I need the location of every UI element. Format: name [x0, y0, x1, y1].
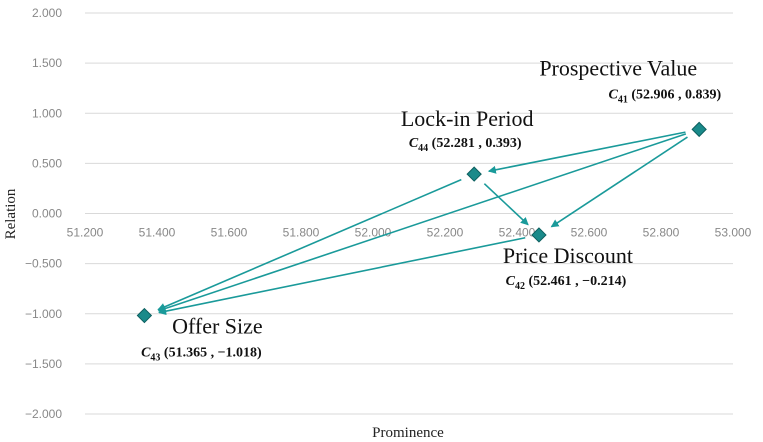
x-tick-label: 52.400	[499, 226, 536, 240]
x-tick-label: 51.200	[67, 226, 104, 240]
y-axis-title: Relation	[3, 188, 19, 239]
point-marker-c41	[691, 121, 707, 138]
data-points	[136, 121, 707, 324]
relation-arrows	[157, 131, 688, 316]
x-tick-label: 52.000	[355, 226, 392, 240]
point-name-c43: Offer Size	[172, 314, 263, 339]
x-tick-label: 52.200	[427, 226, 464, 240]
y-tick-label: 1.000	[32, 106, 62, 120]
y-tick-label: 0.500	[32, 156, 62, 170]
point-name-c44: Lock-in Period	[401, 106, 534, 131]
relation-arrow	[487, 131, 686, 174]
point-name-c42: Price Discount	[503, 243, 633, 268]
point-labels: Prospective Value C41 (52.906 , 0.839) Loc…	[141, 55, 721, 363]
y-tick-label: −1.000	[25, 307, 62, 321]
point-coords-c41: C41 (52.906 , 0.839)	[608, 87, 721, 105]
relation-arrow	[158, 236, 526, 316]
x-axis-ticks: 51.200 51.400 51.600 51.800 52.000 52.200 52.4…	[67, 226, 752, 240]
y-tick-label: −0.500	[25, 257, 62, 271]
x-tick-label: 51.600	[211, 226, 248, 240]
x-axis-title: Prominence	[372, 425, 444, 441]
y-tick-label: 2.000	[32, 6, 62, 20]
relation-arrow	[483, 183, 529, 226]
x-tick-label: 52.800	[643, 226, 680, 240]
x-tick-label: 51.400	[139, 226, 176, 240]
y-tick-label: 0.000	[32, 207, 62, 221]
y-tick-label: 1.500	[32, 56, 62, 70]
point-marker-c44	[466, 166, 482, 182]
x-tick-label: 51.800	[283, 226, 320, 240]
x-tick-label: 52.600	[571, 226, 608, 240]
point-coords-c44: C44 (52.281 , 0.393)	[409, 136, 522, 154]
relation-arrow	[550, 136, 688, 228]
point-marker-c42	[531, 227, 547, 243]
relation-arrow	[157, 178, 462, 311]
relation-arrow	[157, 133, 687, 313]
x-tick-label: 53.000	[715, 226, 752, 240]
point-name-c41: Prospective Value	[539, 55, 697, 80]
point-marker-c43	[136, 307, 153, 324]
y-axis-ticks: 2.000 1.500 1.000 0.500 0.000 −0.500 −1.000 −1.…	[25, 6, 62, 421]
y-tick-label: −2.000	[25, 407, 62, 421]
gridlines	[85, 12, 733, 415]
point-coords-c43: C43 (51.365 , −1.018)	[141, 346, 262, 364]
y-tick-label: −1.500	[25, 357, 62, 371]
point-coords-c42: C42 (52.461 , −0.214)	[506, 274, 627, 292]
